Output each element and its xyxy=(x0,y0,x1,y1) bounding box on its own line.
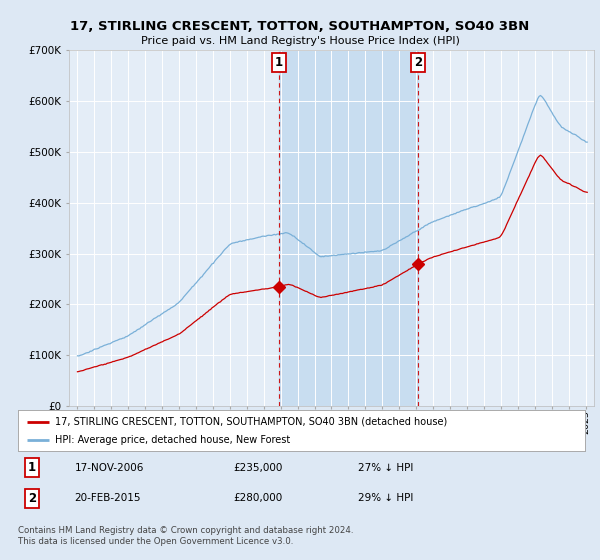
Text: 27% ↓ HPI: 27% ↓ HPI xyxy=(358,463,413,473)
Text: 20-FEB-2015: 20-FEB-2015 xyxy=(75,493,141,503)
Text: 2: 2 xyxy=(415,56,422,69)
Text: 1: 1 xyxy=(28,461,36,474)
Text: HPI: Average price, detached house, New Forest: HPI: Average price, detached house, New … xyxy=(55,435,290,445)
Text: £280,000: £280,000 xyxy=(233,493,283,503)
Text: 17-NOV-2006: 17-NOV-2006 xyxy=(75,463,144,473)
Text: 2: 2 xyxy=(28,492,36,505)
Text: 17, STIRLING CRESCENT, TOTTON, SOUTHAMPTON, SO40 3BN (detached house): 17, STIRLING CRESCENT, TOTTON, SOUTHAMPT… xyxy=(55,417,447,427)
Text: Contains HM Land Registry data © Crown copyright and database right 2024.
This d: Contains HM Land Registry data © Crown c… xyxy=(18,526,353,546)
Text: £235,000: £235,000 xyxy=(233,463,283,473)
Text: 29% ↓ HPI: 29% ↓ HPI xyxy=(358,493,413,503)
Text: 1: 1 xyxy=(275,56,283,69)
Text: Price paid vs. HM Land Registry's House Price Index (HPI): Price paid vs. HM Land Registry's House … xyxy=(140,36,460,46)
Bar xyxy=(278,50,418,406)
Text: 17, STIRLING CRESCENT, TOTTON, SOUTHAMPTON, SO40 3BN: 17, STIRLING CRESCENT, TOTTON, SOUTHAMPT… xyxy=(70,20,530,32)
